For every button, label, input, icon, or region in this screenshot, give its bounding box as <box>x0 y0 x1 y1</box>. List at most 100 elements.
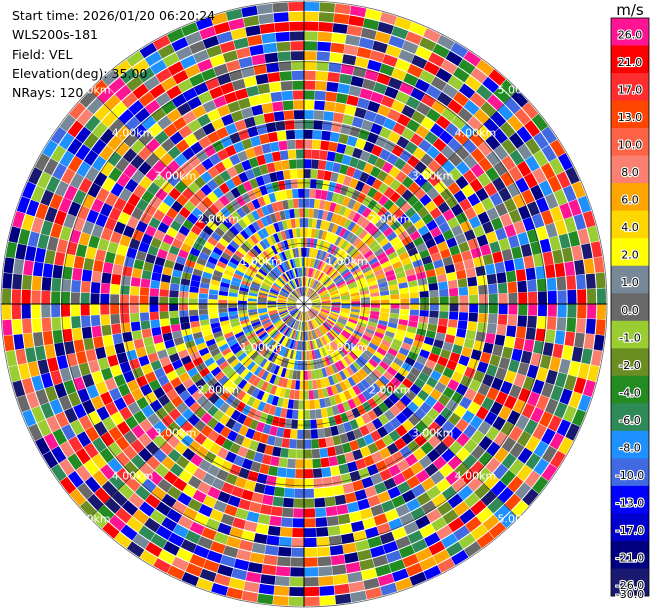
gate-cell <box>351 301 361 304</box>
gate-cell <box>235 508 249 520</box>
gate-cell <box>183 334 194 343</box>
gate-cell <box>274 355 281 365</box>
gate-cell <box>361 413 372 425</box>
gate-cell <box>412 395 425 408</box>
gate-cell <box>262 348 271 358</box>
gate-cell <box>525 453 541 470</box>
gate-cell <box>83 132 99 149</box>
gate-cell <box>476 125 492 141</box>
gate-cell <box>317 169 325 180</box>
gate-cell <box>501 453 517 469</box>
gate-cell <box>126 541 145 558</box>
gate-cell <box>451 224 463 237</box>
gate-cell <box>265 214 273 225</box>
gate-cell <box>540 162 556 180</box>
gate-cell <box>136 396 149 410</box>
gate-cell <box>243 76 257 88</box>
gate-cell <box>252 259 262 268</box>
gate-cell <box>488 283 498 294</box>
gate-cell <box>387 347 398 357</box>
gate-cell <box>274 406 282 417</box>
gate-cell <box>171 395 184 408</box>
gate-cell <box>319 312 328 319</box>
gate-cell <box>248 440 259 451</box>
gate-cell <box>520 243 532 257</box>
gate-cell <box>309 268 314 278</box>
gate-cell <box>349 234 358 245</box>
gate-cell <box>488 69 506 86</box>
gate-cell <box>400 309 410 315</box>
gate-cell <box>489 241 501 254</box>
gate-cell <box>366 132 379 144</box>
gate-cell <box>228 307 238 312</box>
gate-cell <box>317 229 324 240</box>
gate-cell <box>410 345 421 355</box>
gate-cell <box>179 284 190 292</box>
gate-cell <box>419 37 437 52</box>
gate-cell <box>527 391 541 407</box>
gate-cell <box>488 304 498 314</box>
gate-cell <box>507 115 524 132</box>
gate-cell <box>284 418 292 429</box>
gate-cell <box>246 385 256 396</box>
gate-cell <box>213 531 229 545</box>
gate-cell <box>429 388 442 401</box>
gate-cell <box>210 541 226 554</box>
gate-cell <box>524 470 541 488</box>
gate-cell <box>377 426 389 438</box>
gate-cell <box>31 406 46 423</box>
gate-cell <box>387 108 401 122</box>
gate-cell <box>144 51 162 67</box>
gate-cell <box>227 383 238 394</box>
gate-cell <box>368 358 379 368</box>
gate-cell <box>587 304 597 319</box>
gate-cell <box>264 545 279 556</box>
gate-cell <box>311 370 316 380</box>
gate-cell <box>577 362 590 380</box>
gate-cell <box>254 325 263 333</box>
gate-cell <box>472 392 486 406</box>
gate-cell <box>256 442 267 454</box>
gate-cell <box>287 359 293 369</box>
gate-cell <box>489 354 501 367</box>
gate-cell <box>458 59 476 75</box>
gate-cell <box>333 339 342 348</box>
gate-cell <box>129 238 141 250</box>
gate-cell <box>262 321 272 328</box>
gate-cell <box>583 258 595 274</box>
gate-cell <box>247 348 257 358</box>
gate-cell <box>175 231 187 243</box>
gate-cell <box>118 109 134 125</box>
gate-cell <box>210 322 221 329</box>
gate-cell <box>476 467 492 483</box>
gate-cell <box>260 317 270 323</box>
gate-cell <box>360 297 370 301</box>
gate-cell <box>316 51 330 62</box>
gate-cell <box>181 328 192 337</box>
gate-cell <box>338 317 348 323</box>
gate-cell <box>291 547 304 557</box>
gate-cell <box>184 133 198 147</box>
gate-cell <box>321 298 331 302</box>
gate-cell <box>175 365 187 377</box>
gate-cell <box>332 246 340 256</box>
gate-cell <box>81 315 91 328</box>
gate-cell <box>81 326 93 339</box>
gate-cell <box>285 271 292 280</box>
gate-cell <box>79 90 97 108</box>
gate-cell <box>493 447 509 463</box>
gate-cell <box>376 170 388 182</box>
gate-cell <box>267 308 277 312</box>
gate-cell <box>309 340 314 350</box>
gate-cell <box>288 318 295 327</box>
gate-cell <box>170 377 182 389</box>
gate-cell <box>238 307 248 311</box>
gate-cell <box>492 463 509 480</box>
gate-cell <box>194 176 206 189</box>
gate-cell <box>212 187 224 199</box>
gate-cell <box>321 308 330 313</box>
gate-cell <box>12 273 23 290</box>
gate-cell <box>411 483 426 498</box>
gate-cell <box>170 323 181 332</box>
gate-cell <box>338 205 347 216</box>
